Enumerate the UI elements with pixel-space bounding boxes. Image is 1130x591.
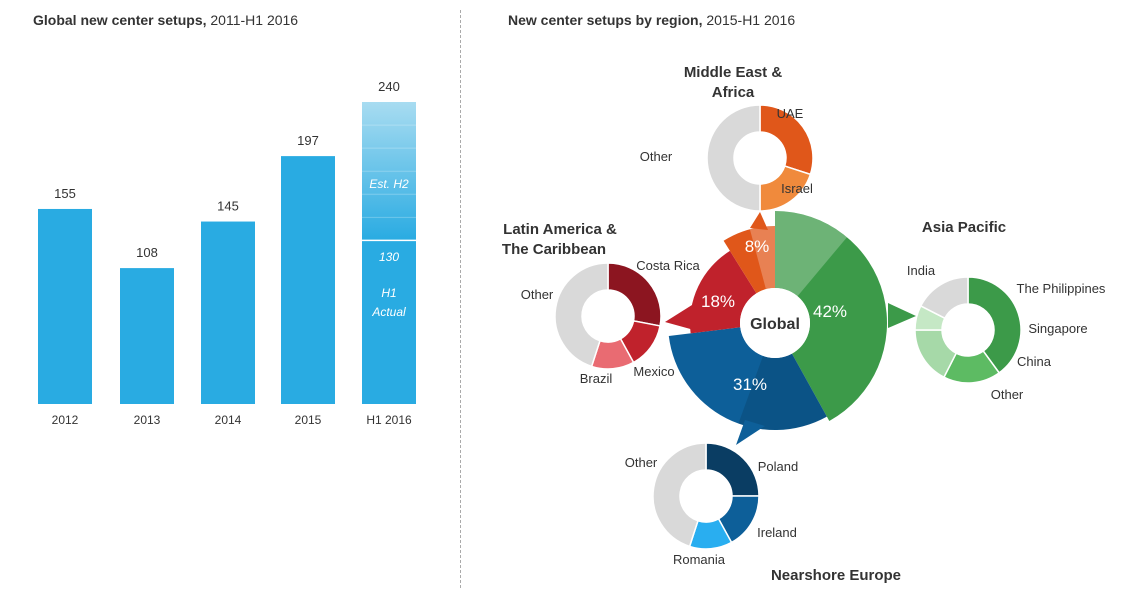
latam-donut-segment-other <box>554 262 609 368</box>
pie-center-label: Global <box>750 316 800 333</box>
latam-donut-segment-costa-rica <box>607 262 662 327</box>
bar-2013 <box>120 268 174 404</box>
asia-label-china: China <box>1017 354 1052 369</box>
pie-label-asia-pacific: 42% <box>813 302 847 321</box>
europe-label-poland: Poland <box>758 459 798 474</box>
bar-category-label-2014: 2014 <box>215 413 242 427</box>
pie-slice-nearshore-europe <box>668 327 827 430</box>
latam-label-costa-rica: Costa Rica <box>636 258 700 273</box>
bar-value-label-2013: 108 <box>136 245 158 260</box>
bar-category-label-2015: 2015 <box>295 413 322 427</box>
pointer-mea <box>750 212 768 230</box>
pointer-latam <box>665 305 694 330</box>
bar-h2-estimate <box>362 102 416 241</box>
asia-label-india: India <box>907 263 936 278</box>
mea-label-israel: Israel <box>781 181 813 196</box>
europe-label-ireland: Ireland <box>757 525 797 540</box>
bar-h1-actual-value: 130 <box>379 250 399 264</box>
mea-label-uae: UAE <box>777 106 804 121</box>
pie-center-hole <box>740 288 810 358</box>
latam-title-line2: The Caribbean <box>502 241 606 258</box>
bar-value-label-2012: 155 <box>54 186 76 201</box>
bar-category-label-H1 2016: H1 2016 <box>366 413 412 427</box>
latam-label-other: Other <box>521 287 554 302</box>
europe-title: Nearshore Europe <box>771 567 901 584</box>
latam-label-brazil: Brazil <box>580 371 613 386</box>
chart-divider <box>460 10 461 588</box>
pointer-asia <box>888 303 916 328</box>
mea-donut-segment-other <box>706 104 761 212</box>
bar-value-label-2015: 197 <box>297 133 319 148</box>
pie-mea-highlight <box>749 226 775 290</box>
bar-2015 <box>281 156 335 404</box>
mea-label-other: Other <box>640 149 673 164</box>
pie-asia-highlight <box>775 211 847 297</box>
asia-donut-segment-india <box>967 276 1022 374</box>
mea-title-line1: Middle East & <box>684 64 783 81</box>
right-title-bold: New center setups by region, <box>508 12 703 28</box>
asia-donut-segment-other <box>919 276 969 320</box>
left-title-bold: Global new center setups, <box>33 12 207 28</box>
latam-title-line1: Latin America & <box>503 221 617 238</box>
bar-category-label-2013: 2013 <box>134 413 161 427</box>
bar-est-h2-label: Est. H2 <box>369 177 409 191</box>
bar-h1-label: H1 <box>381 286 396 300</box>
bar-2014 <box>201 221 255 404</box>
pie-label-nearshore-europe: 31% <box>733 375 767 394</box>
asia-title: Asia Pacific <box>922 219 1006 236</box>
asia-label-singapore: Singapore <box>1028 321 1087 336</box>
pointer-europe <box>736 420 765 445</box>
latam-label-mexico: Mexico <box>633 364 674 379</box>
pie-slice-latam <box>690 250 757 334</box>
left-title-rest: 2011-H1 2016 <box>206 12 299 28</box>
pie-label-latam: 18% <box>701 292 735 311</box>
bar-h1-actual <box>362 240 416 404</box>
bar-category-label-2012: 2012 <box>52 413 79 427</box>
bar-value-label-H1 2016: 240 <box>378 79 400 94</box>
bar-2012 <box>38 208 92 404</box>
europe-donut-segment-other <box>652 442 707 548</box>
asia-label-philippines: The Philippines <box>1017 281 1106 296</box>
europe-label-romania: Romania <box>673 552 726 567</box>
pie-label-mea: 8% <box>745 237 770 256</box>
pie-europe-shadow <box>738 353 827 430</box>
europe-donut-segment-poland <box>705 442 760 497</box>
asia-label-other: Other <box>991 387 1024 402</box>
bar-actual-label: Actual <box>371 305 406 319</box>
bar-value-label-2014: 145 <box>217 199 239 214</box>
europe-label-other: Other <box>625 455 658 470</box>
left-chart-title: Global new center setups, 2011-H1 2016 <box>33 12 298 28</box>
mea-donut-segment-uae <box>759 104 814 176</box>
right-chart-title: New center setups by region, 2015-H1 201… <box>508 12 795 28</box>
pie-slice-asia-pacific <box>775 211 888 421</box>
right-title-rest: 2015-H1 2016 <box>702 12 796 28</box>
pie-slice-mea <box>723 226 775 294</box>
mea-title-line2: Africa <box>712 84 755 101</box>
